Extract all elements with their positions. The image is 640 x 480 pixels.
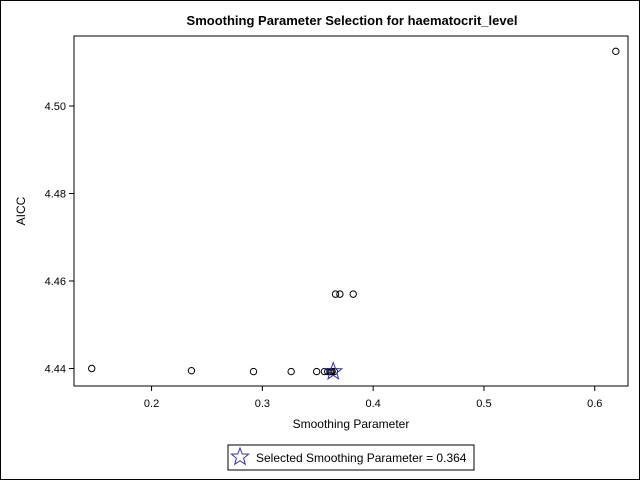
- x-tick-label: 0.3: [255, 398, 270, 410]
- y-axis-label: AICC: [14, 196, 28, 225]
- y-tick-label: 4.50: [45, 101, 66, 113]
- legend-box: [227, 444, 475, 471]
- x-axis-label: Smoothing Parameter: [293, 417, 410, 431]
- x-tick-label: 0.6: [587, 398, 602, 410]
- y-tick-label: 4.48: [45, 189, 66, 201]
- data-point: [331, 290, 340, 298]
- data-point: [312, 367, 321, 376]
- legend-label: Selected Smoothing Parameter = 0.364: [256, 451, 467, 465]
- data-point: [336, 290, 344, 298]
- y-axis: 4.44 4.46 4.48 4.50: [45, 101, 74, 376]
- legend: Selected Smoothing Parameter = 0.364: [227, 444, 475, 471]
- data-point: [187, 366, 196, 375]
- data-point: [287, 367, 295, 376]
- y-tick-label: 4.44: [45, 364, 66, 376]
- legend-star-icon: [230, 446, 250, 466]
- data-point: [612, 47, 620, 56]
- data-points: [88, 47, 620, 376]
- x-tick-label: 0.4: [366, 398, 381, 410]
- x-tick-label: 0.5: [476, 398, 491, 410]
- data-point: [249, 367, 258, 376]
- plot-area: [73, 35, 629, 387]
- x-axis: 0.2 0.3 0.4 0.5 0.6: [144, 386, 602, 410]
- y-tick-label: 4.46: [45, 276, 66, 288]
- x-tick-label: 0.2: [144, 398, 159, 410]
- data-point: [88, 364, 96, 373]
- selected-star-marker: [323, 361, 344, 380]
- chart-title: Smoothing Parameter Selection for haemat…: [187, 13, 518, 28]
- data-point: [349, 290, 357, 298]
- selected-point: [323, 361, 344, 380]
